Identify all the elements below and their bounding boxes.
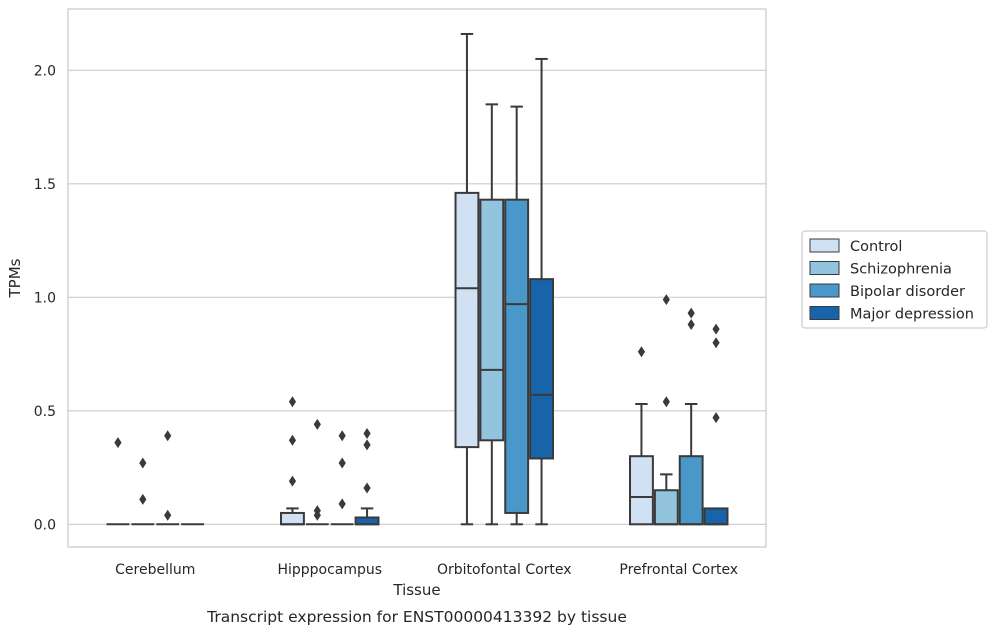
box-series: [106, 32, 729, 526]
box-major-depression: [529, 57, 554, 526]
legend-label: Schizophrenia: [850, 262, 952, 278]
outlier-point: [288, 396, 297, 408]
x-tick-label: Cerebellum: [115, 562, 195, 578]
legend-swatch: [809, 283, 840, 298]
box-body: [454, 191, 480, 449]
box-control: [280, 396, 305, 526]
box-body: [653, 489, 679, 526]
y-tick-label: 1.0: [34, 290, 56, 306]
x-tick-label: Hipppocampus: [277, 562, 382, 578]
box-body: [280, 511, 305, 526]
y-tick-labels: 0.0 0.5 1.0 1.5 2.0: [34, 63, 56, 533]
box-control: [106, 437, 130, 526]
legend-frame: [801, 230, 988, 329]
outlier-point: [363, 439, 371, 451]
legend-swatch: [809, 306, 840, 320]
outlier-point: [712, 412, 720, 424]
outlier-point: [164, 430, 172, 442]
outlier-point: [687, 307, 695, 319]
outlier-point: [313, 418, 321, 430]
outlier-point: [363, 427, 371, 439]
y-tick-label: 2.0: [34, 63, 56, 79]
box-body: [678, 455, 704, 526]
outlier-point: [313, 509, 321, 521]
outlier-point: [139, 493, 147, 505]
box-schizophrenia: [479, 103, 505, 526]
box-control: [629, 346, 654, 526]
outlier-point: [338, 430, 346, 442]
outlier-point: [164, 509, 172, 521]
outlier-point: [288, 475, 297, 487]
y-tick-label: 1.5: [34, 177, 56, 193]
y-axis-label: TPMs: [6, 258, 24, 298]
box-body: [479, 198, 505, 442]
outlier-point: [662, 294, 670, 306]
x-tick-labels: Cerebellum Hipppocampus Orbitofontal Corte…: [115, 562, 738, 578]
box-body: [629, 455, 654, 526]
legend-swatch: [809, 261, 840, 275]
box-body: [504, 198, 530, 514]
box-schizophrenia: [653, 294, 679, 526]
outlier-point: [637, 346, 646, 358]
chart-title: Transcript expression for ENST0000041339…: [206, 608, 627, 626]
box-body: [703, 507, 729, 526]
box-schizophrenia: [305, 418, 329, 526]
outlier-point: [363, 482, 371, 494]
plot-frame: [67, 8, 767, 548]
box-bipolar-disorder: [678, 307, 704, 526]
outlier-point: [114, 437, 122, 449]
outlier-point: [662, 396, 670, 408]
box-body: [529, 278, 554, 460]
legend-label: Bipolar disorder: [850, 284, 965, 300]
outlier-point: [712, 323, 720, 335]
box-bipolar-disorder: [156, 430, 180, 526]
legend-label: Major depression: [850, 307, 974, 323]
box-control: [454, 32, 480, 526]
y-tick-label: 0.5: [34, 404, 56, 420]
x-axis-label: Tissue: [392, 581, 440, 599]
y-tick-label: 0.0: [34, 517, 56, 533]
legend: Control Schizophrenia Bipolar disorder Majo…: [801, 230, 988, 329]
box-major-depression: [354, 427, 380, 526]
box-bipolar-disorder: [330, 430, 354, 526]
box-schizophrenia: [131, 457, 155, 526]
outlier-point: [687, 319, 695, 331]
x-tick-label: Orbitofontal Cortex: [437, 562, 572, 578]
outlier-point: [288, 434, 297, 446]
legend-swatch: [809, 238, 840, 253]
box-body: [354, 516, 380, 526]
outlier-point: [139, 457, 147, 469]
x-tick-label: Prefrontal Cortex: [619, 562, 738, 578]
outlier-point: [712, 337, 720, 349]
box-bipolar-disorder: [504, 105, 530, 526]
outlier-point: [338, 457, 346, 469]
box-major-depression: [703, 323, 729, 526]
grid-lines: [68, 69, 766, 525]
legend-label: Control: [850, 239, 902, 255]
outlier-point: [338, 498, 346, 510]
